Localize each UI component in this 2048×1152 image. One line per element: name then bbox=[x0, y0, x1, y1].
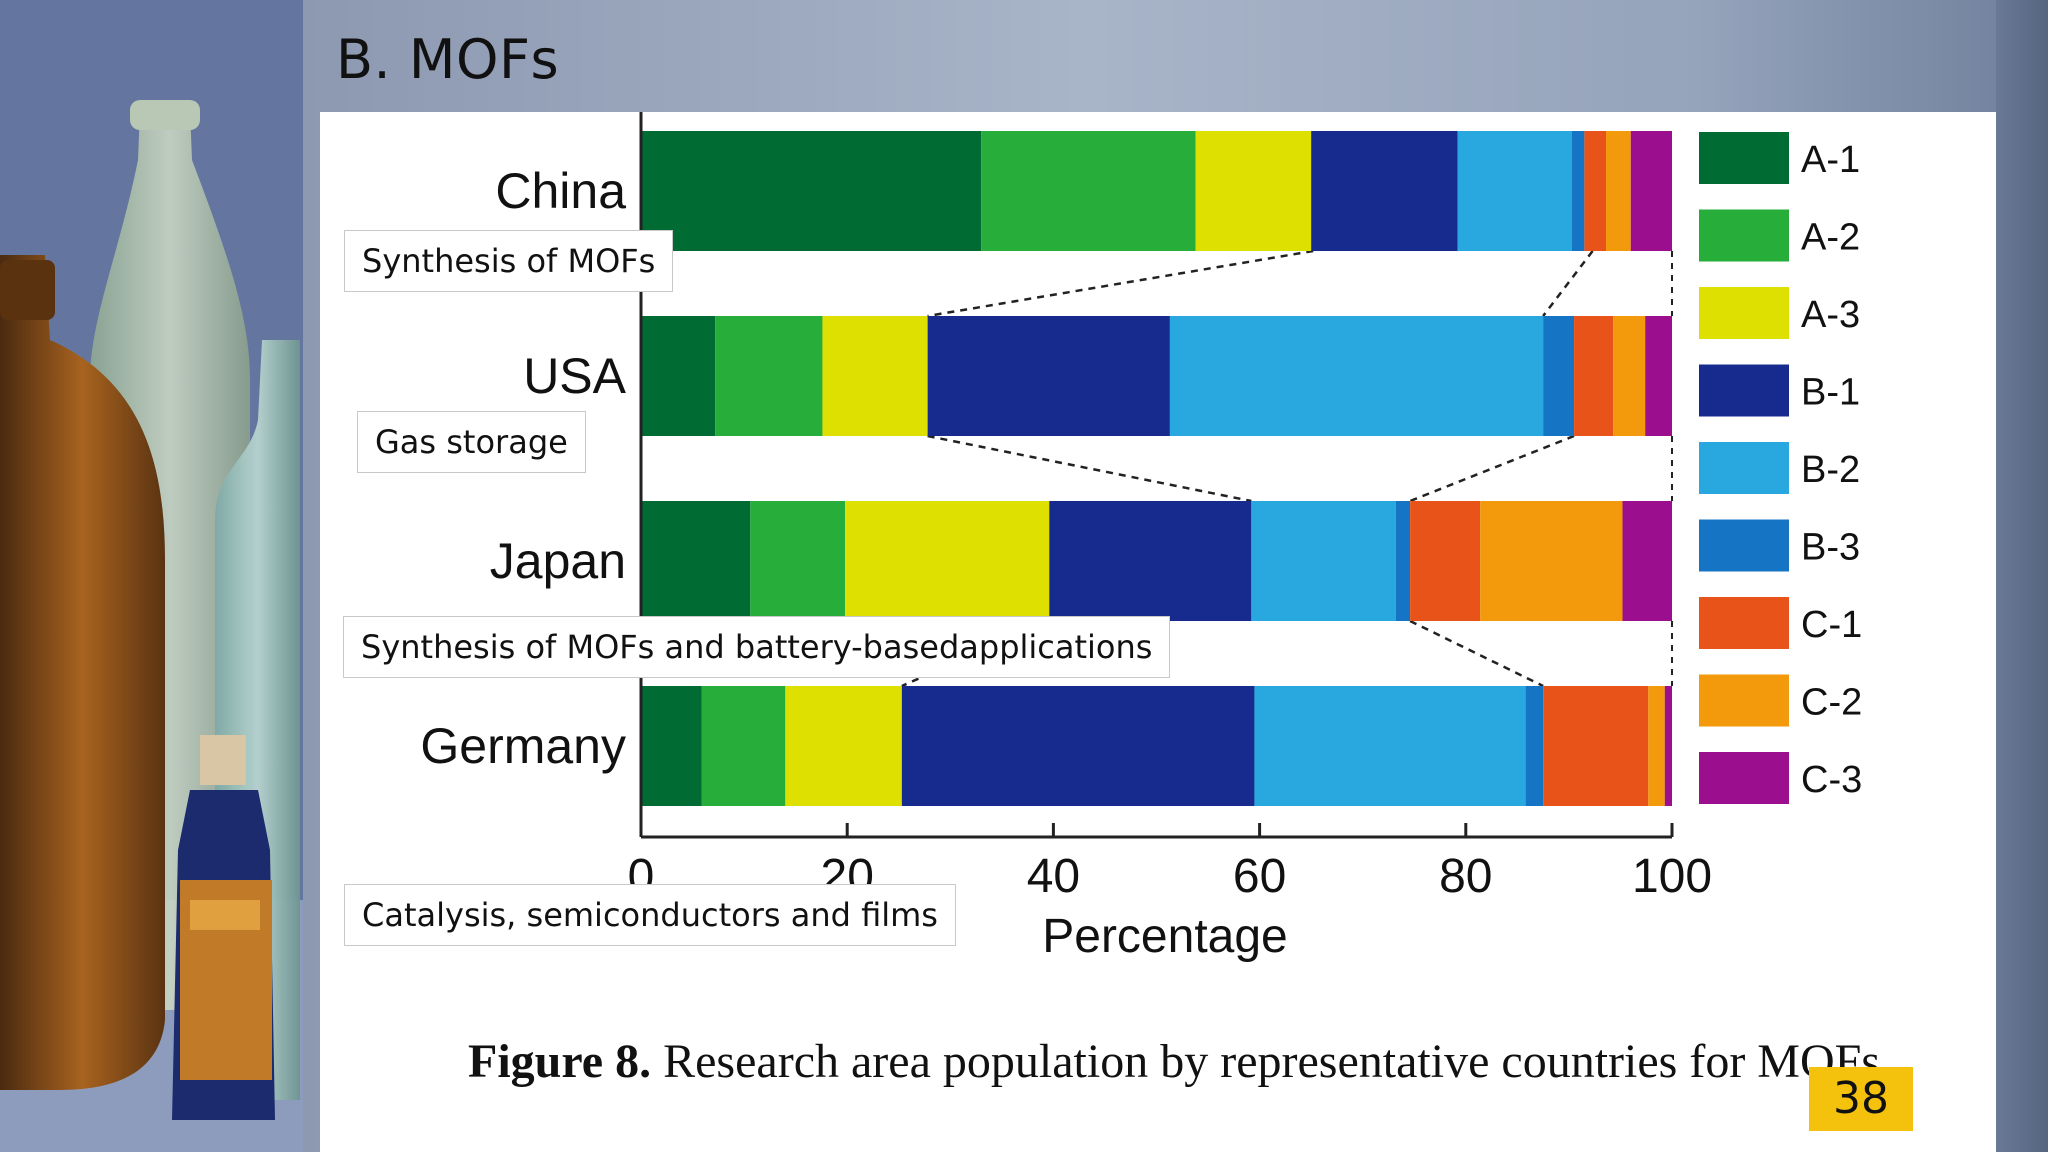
legend-label-c-3: C-3 bbox=[1801, 759, 1862, 801]
x-tick-label-80: 80 bbox=[1439, 850, 1492, 903]
legend-label-a-1: A-1 bbox=[1801, 139, 1860, 181]
bar-germany-c-3 bbox=[1664, 686, 1672, 806]
connector-japan-germany-1 bbox=[1409, 619, 1544, 688]
x-tick-label-100: 100 bbox=[1632, 850, 1712, 903]
bar-japan-c-2 bbox=[1480, 501, 1623, 621]
legend-swatch-c-3 bbox=[1699, 752, 1789, 804]
legend-swatch-b-3 bbox=[1699, 519, 1789, 572]
caption-text: Research area population by representati… bbox=[651, 1035, 1881, 1088]
bar-china-b-2 bbox=[1457, 131, 1572, 251]
legend-label-b-1: B-1 bbox=[1801, 372, 1860, 414]
legend-swatch-b-1 bbox=[1699, 364, 1789, 417]
bar-usa-c-1 bbox=[1574, 316, 1614, 436]
legend-label-a-3: A-3 bbox=[1801, 294, 1860, 336]
slide-side-strip bbox=[1996, 0, 2048, 1152]
bar-usa-b-1 bbox=[927, 316, 1170, 436]
bar-japan-b-2 bbox=[1251, 501, 1396, 621]
callout-battery: Synthesis of MOFs and battery-basedappli… bbox=[343, 616, 1171, 678]
bar-usa-b-3 bbox=[1543, 316, 1575, 436]
bar-usa-a-2 bbox=[715, 316, 823, 436]
bar-germany-b-3 bbox=[1525, 686, 1544, 806]
bar-germany-a-3 bbox=[785, 686, 902, 806]
connector-usa-japan-0 bbox=[927, 434, 1252, 503]
caption-label: Figure 8. bbox=[468, 1035, 652, 1088]
legend-swatch-a-2 bbox=[1699, 209, 1789, 262]
bar-japan-b-1 bbox=[1049, 501, 1252, 621]
bottles-photo bbox=[0, 0, 303, 1152]
callout-gas-storage: Gas storage bbox=[357, 411, 586, 473]
legend-label-c-1: C-1 bbox=[1801, 604, 1862, 646]
legend-label-b-2: B-2 bbox=[1801, 449, 1860, 491]
bar-usa-a-3 bbox=[822, 316, 928, 436]
bar-germany-c-2 bbox=[1648, 686, 1665, 806]
bar-china-c-1 bbox=[1584, 131, 1607, 251]
chart-legend: A-1 A-2 A-3 B-1 B-2 B-3 C-1 C-2 C-3 bbox=[1699, 132, 1862, 804]
bar-china-c-2 bbox=[1606, 131, 1631, 251]
x-tick-label-40: 40 bbox=[1027, 850, 1080, 903]
bar-japan-b-3 bbox=[1395, 501, 1411, 621]
connector-usa-japan-1 bbox=[1409, 434, 1575, 503]
bottles-illustration bbox=[0, 0, 303, 1152]
bar-china-a-3 bbox=[1195, 131, 1312, 251]
bar-china-c-3 bbox=[1630, 131, 1672, 251]
bar-china-a-1 bbox=[641, 131, 982, 251]
legend-swatch-c-1 bbox=[1699, 597, 1789, 649]
page-number-badge: 38 bbox=[1809, 1067, 1913, 1131]
legend-swatch-a-3 bbox=[1699, 287, 1789, 339]
category-label-germany: Germany bbox=[420, 718, 626, 774]
bar-germany-c-1 bbox=[1543, 686, 1649, 806]
bar-germany-b-2 bbox=[1254, 686, 1526, 806]
category-label-japan: Japan bbox=[490, 533, 626, 589]
category-label-china: China bbox=[495, 163, 626, 219]
legend-swatch-b-2 bbox=[1699, 442, 1789, 494]
figure-caption: Figure 8. Research area population by re… bbox=[468, 1034, 1880, 1089]
bar-china-b-1 bbox=[1311, 131, 1458, 251]
x-axis-title: Percentage bbox=[1042, 910, 1288, 963]
legend-swatch-c-2 bbox=[1699, 674, 1789, 727]
bar-usa-a-1 bbox=[641, 316, 716, 436]
bar-germany-b-1 bbox=[901, 686, 1255, 806]
legend-label-b-3: B-3 bbox=[1801, 527, 1860, 569]
callout-catalysis: Catalysis, semiconductors and films bbox=[344, 884, 956, 946]
bar-japan-a-1 bbox=[641, 501, 751, 621]
legend-swatch-a-1 bbox=[1699, 132, 1789, 184]
bar-usa-c-3 bbox=[1645, 316, 1672, 436]
bar-china-a-2 bbox=[981, 131, 1196, 251]
bar-japan-a-3 bbox=[845, 501, 1050, 621]
bar-usa-b-2 bbox=[1169, 316, 1544, 436]
callout-synthesis: Synthesis of MOFs bbox=[344, 230, 674, 292]
bar-japan-c-1 bbox=[1410, 501, 1481, 621]
bar-germany-a-2 bbox=[701, 686, 786, 806]
bar-germany-a-1 bbox=[641, 686, 702, 806]
bar-series bbox=[641, 131, 1672, 806]
legend-label-c-2: C-2 bbox=[1801, 682, 1862, 724]
bar-china-b-3 bbox=[1571, 131, 1585, 251]
bar-japan-c-3 bbox=[1622, 501, 1672, 621]
slide-title: B. MOFs bbox=[336, 28, 560, 91]
bar-usa-c-2 bbox=[1613, 316, 1646, 436]
category-label-usa: USA bbox=[523, 348, 626, 404]
x-tick-label-60: 60 bbox=[1233, 850, 1286, 903]
connector-china-usa-0 bbox=[927, 249, 1314, 318]
bar-japan-a-2 bbox=[750, 501, 846, 621]
legend-label-a-2: A-2 bbox=[1801, 217, 1860, 259]
connector-china-usa-1 bbox=[1542, 250, 1594, 317]
